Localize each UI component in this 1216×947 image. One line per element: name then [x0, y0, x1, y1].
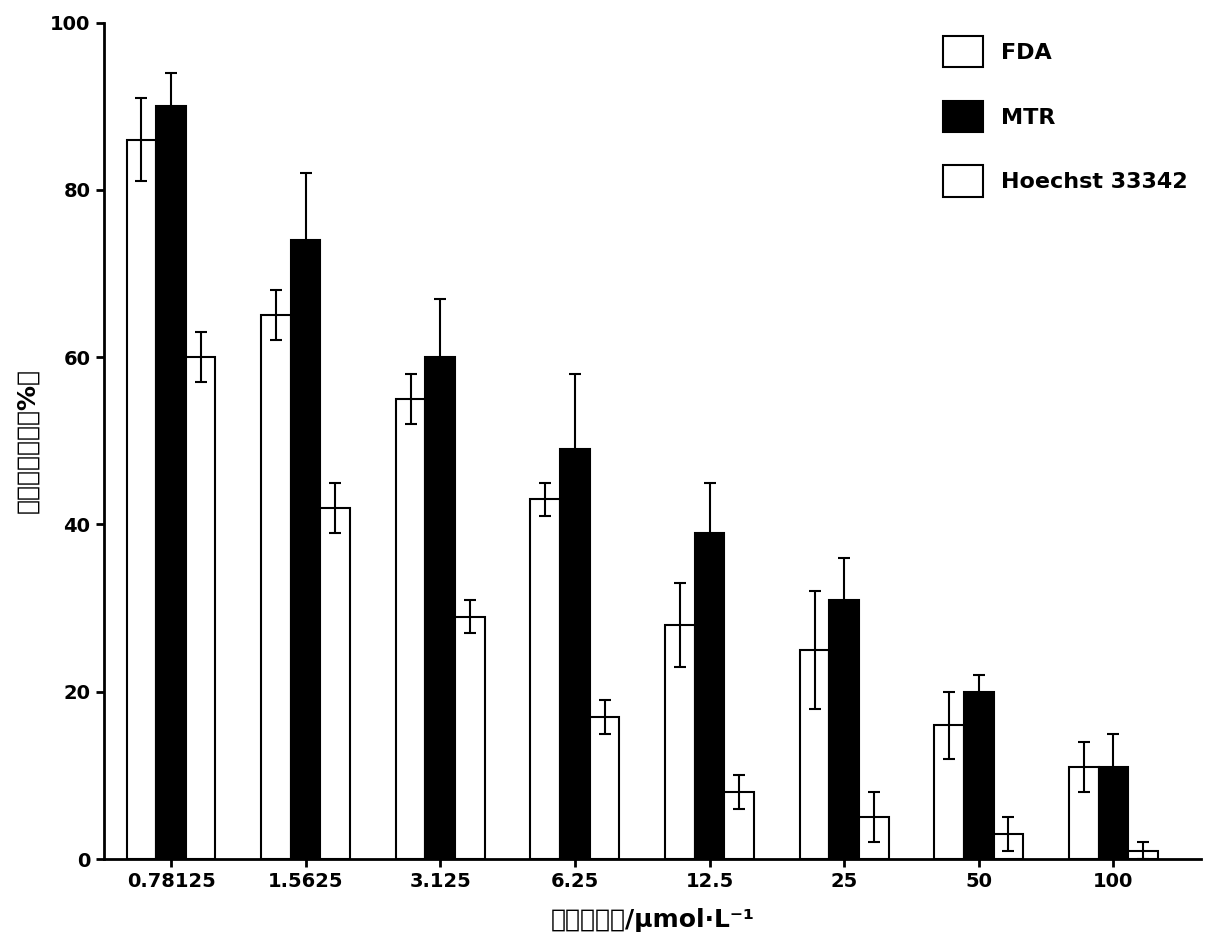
Legend: FDA, MTR, Hoechst 33342: FDA, MTR, Hoechst 33342 — [934, 27, 1197, 205]
Bar — [396, 399, 426, 859]
Bar — [934, 725, 964, 859]
Bar — [694, 533, 725, 859]
Bar — [829, 599, 858, 859]
Bar — [186, 357, 215, 859]
Bar — [291, 240, 321, 859]
Bar — [590, 717, 619, 859]
Bar — [321, 508, 350, 859]
Bar — [530, 499, 561, 859]
Bar — [800, 650, 829, 859]
X-axis label: 盐酸阿霉素/μmol·L⁻¹: 盐酸阿霉素/μmol·L⁻¹ — [551, 908, 754, 932]
Bar — [964, 692, 993, 859]
Bar — [126, 139, 156, 859]
Bar — [858, 817, 889, 859]
Bar — [1069, 767, 1099, 859]
Bar — [665, 625, 694, 859]
Bar — [725, 793, 754, 859]
Bar — [455, 616, 485, 859]
Bar — [561, 449, 590, 859]
Bar — [156, 106, 186, 859]
Bar — [993, 834, 1024, 859]
Bar — [1128, 850, 1158, 859]
Y-axis label: 相对荧光强度（%）: 相对荧光强度（%） — [15, 368, 39, 513]
Bar — [261, 315, 291, 859]
Bar — [426, 357, 455, 859]
Bar — [1099, 767, 1128, 859]
